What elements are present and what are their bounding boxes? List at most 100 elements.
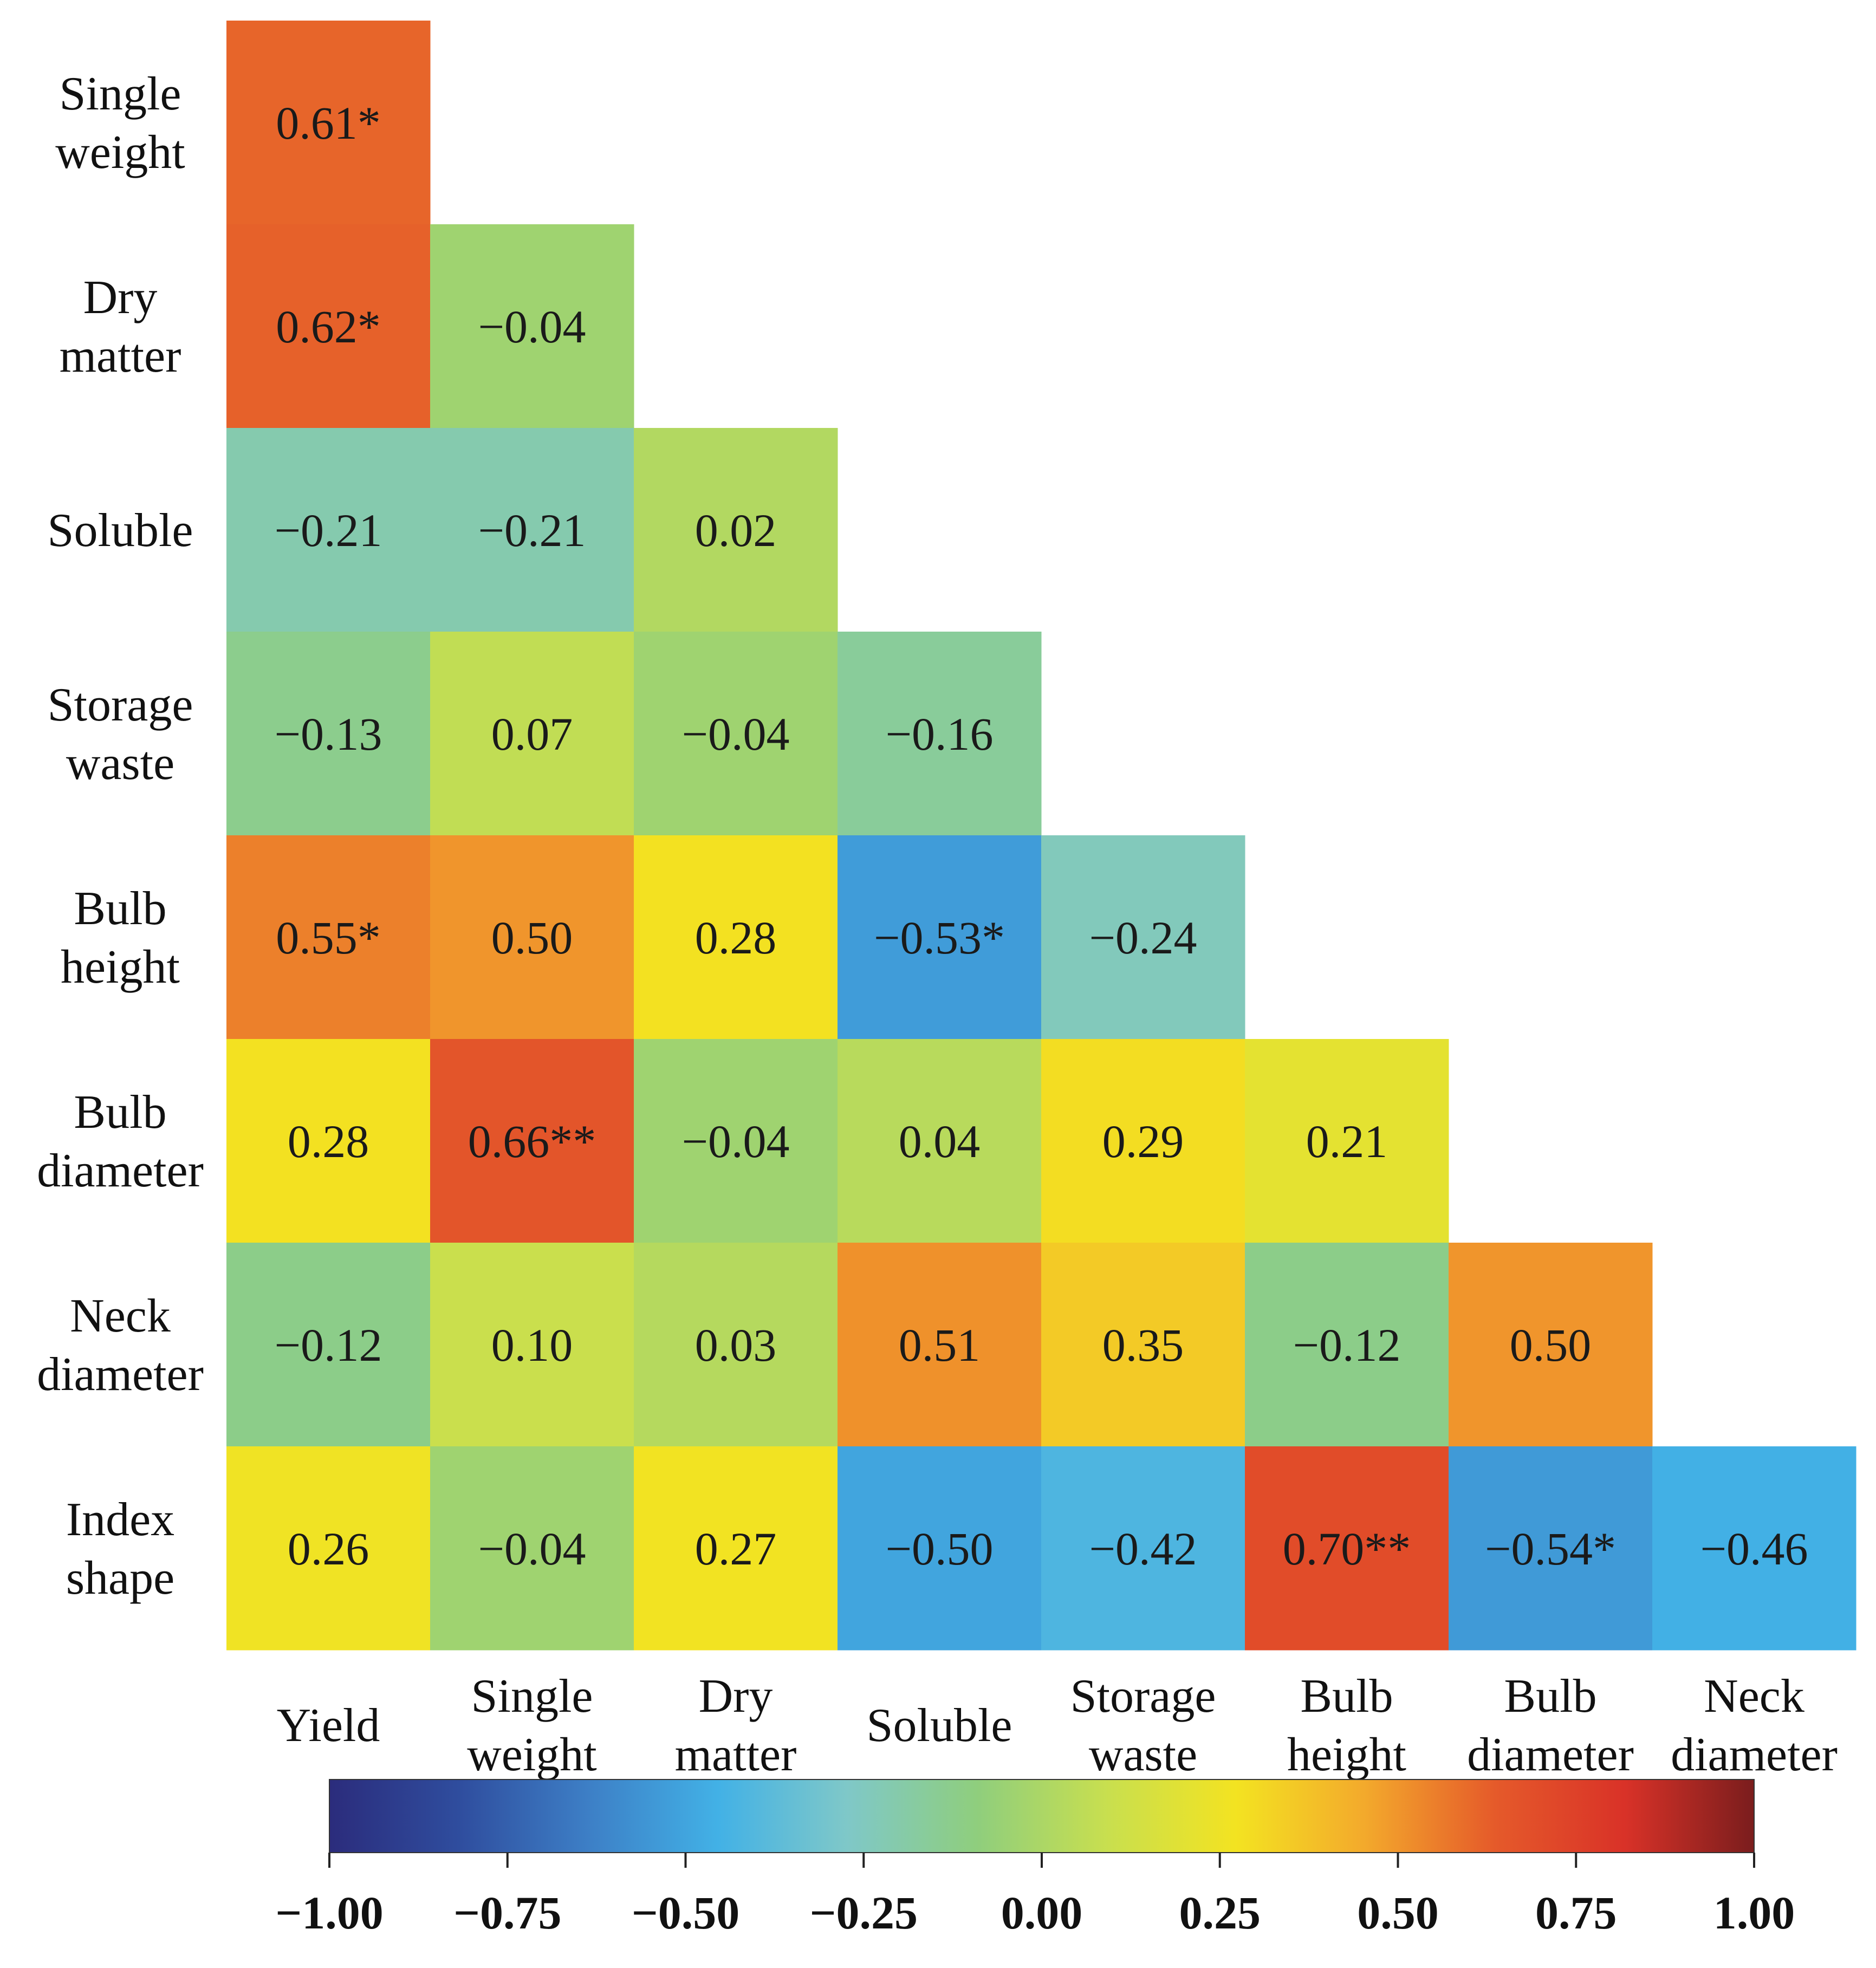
heatmap-cell xyxy=(430,1243,634,1447)
row-labels: Single weight Dry matter Soluble Storage waste… xyxy=(37,68,204,1605)
cell-value-label: 0.02 xyxy=(695,504,777,556)
heatmap-cell xyxy=(226,21,431,225)
cell-value-label: 0.04 xyxy=(899,1115,981,1167)
cell-value-label: −0.46 xyxy=(1700,1523,1808,1575)
cell-value-label: −0.16 xyxy=(885,708,993,760)
colorbar-tick-label: −1.00 xyxy=(275,1887,384,1939)
heatmap-cells: 0.61* 0.62* −0.04 −0.21 −0.21 0.02 −0.13 0.07 −0… xyxy=(226,21,1856,1651)
heatmap-cell xyxy=(430,1039,634,1243)
cell-value-label: 0.50 xyxy=(491,912,573,964)
heatmap-cell xyxy=(634,835,838,1040)
colorbar-tick-label: −0.25 xyxy=(809,1887,918,1939)
row-label: Bulb height xyxy=(61,882,180,993)
heatmap-cell xyxy=(226,224,431,428)
heatmap-cell xyxy=(226,1243,431,1447)
heatmap-cell xyxy=(430,835,634,1040)
heatmap-cell xyxy=(1245,1039,1449,1243)
heatmap-cell xyxy=(838,1039,1042,1243)
heatmap-cell xyxy=(430,632,634,836)
row-label: Index shape xyxy=(66,1493,174,1605)
cell-value-label: −0.12 xyxy=(274,1319,382,1371)
heatmap-cell xyxy=(634,632,838,836)
cell-value-label: 0.28 xyxy=(288,1115,369,1167)
heatmap-cell xyxy=(1449,1446,1653,1651)
colorbar-ticks: −1.00 −0.75 −0.50 −0.25 0.00 0.25 0.50 0.75 1.00 xyxy=(275,1853,1795,1939)
heatmap-cell xyxy=(634,1446,838,1651)
cell-value-label: 0.62* xyxy=(276,301,381,353)
cell-value-label: −0.53* xyxy=(874,912,1005,964)
colorbar-tick-label: 0.25 xyxy=(1179,1887,1261,1939)
heatmap-cell xyxy=(1041,835,1245,1040)
column-label: Storage waste xyxy=(1070,1670,1216,1781)
cell-value-label: 0.51 xyxy=(899,1319,981,1371)
cell-value-label: −0.21 xyxy=(274,504,382,556)
cell-value-label: −0.24 xyxy=(1089,912,1197,964)
heatmap-cell xyxy=(1245,1446,1449,1651)
heatmap-cell xyxy=(838,1446,1042,1651)
cell-value-label: 0.10 xyxy=(491,1319,573,1371)
colorbar-tick-label: 1.00 xyxy=(1713,1887,1795,1939)
heatmap-cell xyxy=(634,1039,838,1243)
heatmap-cell xyxy=(1245,1243,1449,1447)
heatmap-cell xyxy=(838,835,1042,1040)
heatmap-cell xyxy=(226,1039,431,1243)
cell-value-label: 0.35 xyxy=(1102,1319,1184,1371)
heatmap-cell xyxy=(1449,1243,1653,1447)
cell-value-label: −0.04 xyxy=(478,301,586,353)
cell-value-label: −0.04 xyxy=(681,708,789,760)
cell-value-label: 0.07 xyxy=(491,708,573,760)
cell-value-label: −0.04 xyxy=(681,1115,789,1167)
heatmap-cell xyxy=(430,428,634,632)
heatmap-cell xyxy=(226,632,431,836)
column-label: Dry matter xyxy=(675,1670,797,1781)
column-label: Bulb diameter xyxy=(1467,1670,1634,1781)
heatmap-cell xyxy=(226,428,431,632)
cell-value-label: 0.70** xyxy=(1283,1523,1411,1575)
heatmap-cell xyxy=(226,835,431,1040)
cell-value-label: 0.27 xyxy=(695,1523,777,1575)
row-label: Storage waste xyxy=(48,679,193,790)
heatmap-cell xyxy=(1041,1243,1245,1447)
cell-value-label: 0.26 xyxy=(288,1523,369,1575)
column-label: Neck diameter xyxy=(1671,1670,1838,1781)
heatmap-cell xyxy=(226,1446,431,1651)
colorbar: −1.00 −0.75 −0.50 −0.25 0.00 0.25 0.50 0.75 1.00 xyxy=(275,1779,1795,1939)
row-label: Bulb diameter xyxy=(37,1086,204,1197)
colorbar-tick-label: 0.00 xyxy=(1001,1887,1083,1939)
heatmap-cell xyxy=(1041,1446,1245,1651)
column-label: Soluble xyxy=(867,1699,1012,1752)
heatmap-cell xyxy=(634,1243,838,1447)
colorbar-tick-label: 0.75 xyxy=(1535,1887,1617,1939)
cell-value-label: 0.66** xyxy=(468,1115,596,1167)
heatmap-cell xyxy=(838,1243,1042,1447)
colorbar-gradient xyxy=(329,1779,1755,1853)
cell-value-label: 0.50 xyxy=(1510,1319,1592,1371)
row-label: Dry matter xyxy=(60,271,181,382)
heatmap-cell xyxy=(430,224,634,428)
heatmap-cell xyxy=(430,1446,634,1651)
column-label: Bulb height xyxy=(1287,1670,1406,1781)
row-label: Neck diameter xyxy=(37,1290,204,1401)
cell-value-label: −0.13 xyxy=(274,708,382,760)
cell-value-label: −0.50 xyxy=(885,1523,993,1575)
colorbar-tick-label: −0.75 xyxy=(453,1887,562,1939)
row-label: Soluble xyxy=(48,504,193,557)
cell-value-label: 0.61* xyxy=(276,97,381,149)
cell-value-label: 0.03 xyxy=(695,1319,777,1371)
column-labels: Yield Single weight Dry matter Soluble Storage… xyxy=(277,1670,1838,1781)
column-label: Single weight xyxy=(467,1670,597,1781)
heatmap-cell xyxy=(1041,1039,1245,1243)
cell-value-label: 0.55* xyxy=(276,912,381,964)
colorbar-tick-label: −0.50 xyxy=(632,1887,740,1939)
cell-value-label: −0.04 xyxy=(478,1523,586,1575)
cell-value-label: −0.12 xyxy=(1293,1319,1400,1371)
column-label: Yield xyxy=(277,1699,380,1752)
colorbar-tick-label: 0.50 xyxy=(1357,1887,1439,1939)
row-label: Single weight xyxy=(55,68,185,179)
heatmap-cell xyxy=(634,428,838,632)
cell-value-label: 0.21 xyxy=(1306,1115,1388,1167)
cell-value-label: 0.28 xyxy=(695,912,777,964)
cell-value-label: 0.29 xyxy=(1102,1115,1184,1167)
cell-value-label: −0.21 xyxy=(478,504,586,556)
